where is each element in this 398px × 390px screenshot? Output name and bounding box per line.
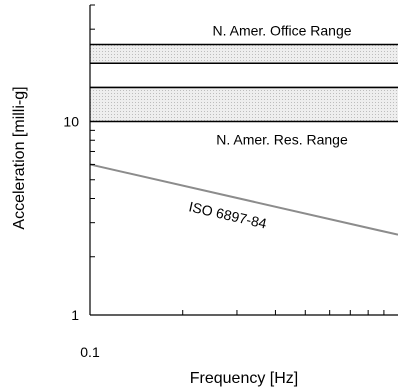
band-label-residential: N. Amer. Res. Range	[216, 131, 348, 147]
series-line-iso-6897-84	[89, 163, 398, 236]
y-axis-title: Acceleration [milli-g]	[11, 86, 28, 229]
bands-layer	[90, 43, 398, 123]
y-tick-label: 1	[71, 307, 79, 323]
labels-layer: N. Amer. Office Range N. Amer. Res. Range…	[11, 22, 352, 387]
y-tick-label: 10	[63, 113, 79, 129]
band-label-office: N. Amer. Office Range	[212, 22, 351, 38]
x-tick-label: 0.1	[80, 344, 100, 360]
band-0	[90, 44, 398, 64]
x-axis-title: Frequency [Hz]	[190, 370, 298, 387]
series-layer	[89, 163, 398, 236]
axes-layer	[89, 4, 398, 316]
band-1	[90, 87, 398, 122]
